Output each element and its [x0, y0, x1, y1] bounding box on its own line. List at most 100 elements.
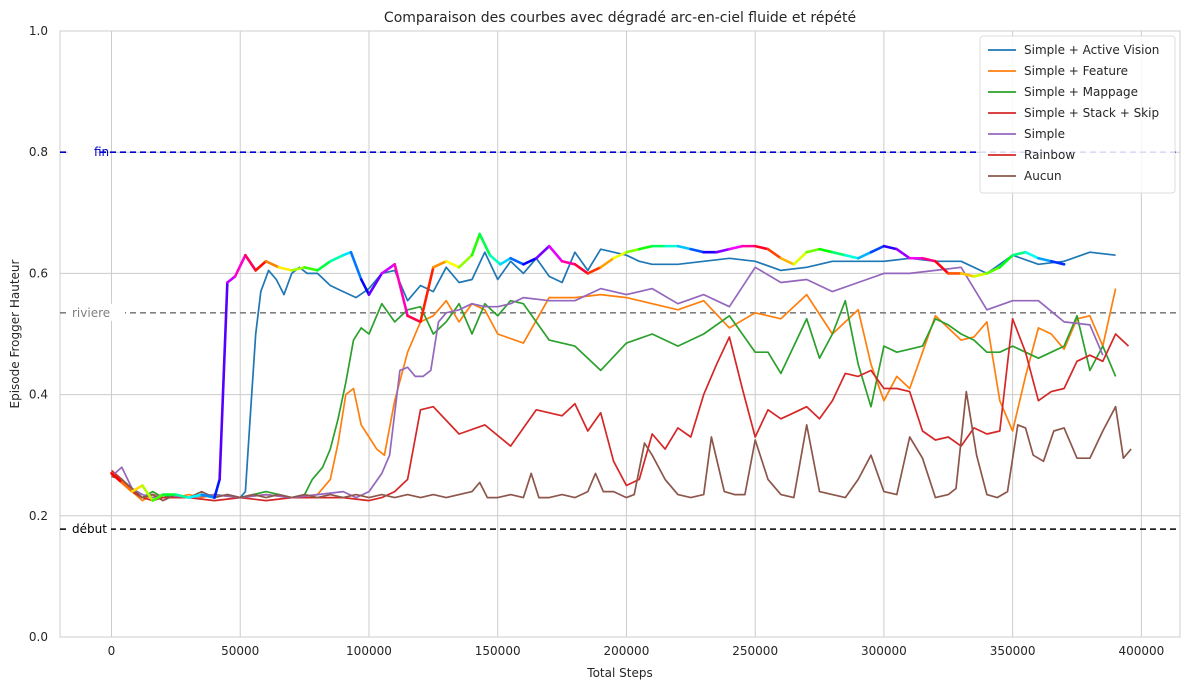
rainbow-segment — [586, 266, 602, 275]
rainbow-segment — [1037, 256, 1053, 263]
legend-entry: Rainbow — [1024, 148, 1075, 162]
reference-label: début — [72, 522, 107, 536]
rainbow-segment — [359, 278, 371, 296]
rainbow-segment — [921, 256, 937, 263]
legend-entry: Aucun — [1024, 169, 1062, 183]
rainbow-segment — [638, 244, 654, 251]
rainbow-segment — [444, 259, 461, 269]
rainbow-segment — [612, 250, 628, 260]
legend-entry: Simple — [1024, 127, 1065, 141]
rainbow-segment — [792, 250, 808, 266]
series-6 — [111, 390, 1132, 502]
rainbow-segment — [349, 250, 363, 281]
rainbow-segment — [432, 259, 448, 269]
rainbow-segment — [972, 272, 989, 278]
rainbow-segment — [380, 263, 397, 275]
axes-frame — [59, 30, 1181, 638]
rainbow-segment — [406, 314, 422, 324]
rainbow-segment — [715, 247, 731, 254]
y-tick-label: 0.8 — [29, 145, 48, 159]
legend-entry: Simple + Mappage — [1024, 85, 1138, 99]
rainbow-segment — [174, 493, 191, 499]
rainbow-segment — [522, 256, 538, 266]
rainbow-segment — [779, 256, 796, 266]
reference-label-bg — [68, 303, 125, 321]
y-axis-label: Episode Frogger Hauteur — [8, 259, 22, 408]
rainbow-segment — [329, 253, 345, 263]
y-tick-label: 0.4 — [29, 388, 48, 402]
rainbow-segment — [985, 266, 1002, 275]
x-tick-label: 0 — [108, 644, 116, 658]
rainbow-segment — [141, 484, 154, 502]
rainbow-segment — [254, 259, 268, 272]
rainbow-segment — [264, 259, 281, 269]
x-tick-label: 200000 — [604, 644, 650, 658]
series-3 — [110, 317, 1130, 502]
rainbow-segment — [419, 266, 435, 324]
rainbow-segment — [120, 481, 134, 493]
rainbow-segment — [805, 247, 821, 254]
rainbow-segment — [457, 253, 474, 269]
rainbow-segment — [341, 250, 353, 257]
rainbow-segment — [959, 272, 976, 278]
rainbow-segment — [509, 256, 525, 266]
rainbow-segment — [753, 244, 770, 251]
rainbow-segment — [478, 232, 492, 257]
x-tick-label: 300000 — [861, 644, 907, 658]
rainbow-segment — [393, 263, 409, 318]
rainbow-segment — [367, 272, 384, 296]
rainbow-segment — [488, 253, 502, 266]
rainbow-segment — [130, 484, 144, 493]
reference-label-bg — [68, 143, 97, 161]
x-tick-label: 400000 — [1118, 644, 1164, 658]
legend-entry: Simple + Stack + Skip — [1024, 106, 1159, 120]
reference-label-bg — [68, 520, 111, 538]
rainbow-segment — [110, 472, 124, 484]
series-line — [110, 317, 1130, 502]
rainbow-segment — [998, 253, 1014, 269]
rainbow-segment — [290, 266, 306, 272]
rainbow-segment — [689, 247, 705, 254]
x-tick-label: 250000 — [732, 644, 778, 658]
rainbow-segment — [1024, 250, 1040, 260]
rainbow-segment — [187, 493, 203, 499]
rainbow-segment — [856, 250, 873, 260]
x-tick-label: 350000 — [990, 644, 1036, 658]
rainbow-segment — [625, 247, 641, 254]
rainbow-segment — [599, 256, 615, 269]
plot-frame — [59, 30, 1181, 638]
y-tick-label: 0.2 — [29, 509, 48, 523]
rainbow-segment — [316, 259, 332, 272]
rainbow-segment — [676, 244, 693, 251]
x-axis-label: Total Steps — [586, 666, 652, 680]
rainbow-segment — [498, 256, 512, 266]
rainbow-segment — [218, 281, 229, 481]
rainbow-segment — [535, 244, 551, 260]
rainbow-segment — [226, 275, 237, 284]
y-tick-label: 1.0 — [29, 24, 48, 38]
rainbow-segment — [843, 253, 860, 260]
rainbow-segment — [766, 247, 783, 260]
legend-entry: Simple + Feature — [1024, 64, 1128, 78]
rainbow-segment — [882, 244, 899, 251]
rainbow-segment — [151, 493, 165, 502]
rainbow-segment — [1049, 259, 1066, 266]
series-layer — [110, 232, 1132, 502]
rainbow-segment — [831, 250, 847, 257]
rainbow-segment — [303, 266, 319, 272]
chart-title: Comparaison des courbes avec dégradé arc… — [384, 10, 856, 26]
rainbow-segment — [818, 247, 834, 254]
rainbow-segment — [244, 253, 257, 272]
y-tick-labels: 0.0 0.2 0.4 0.6 0.8 1.0 — [29, 24, 48, 644]
rainbow-segment — [213, 478, 221, 499]
y-tick-label: 0.6 — [29, 266, 48, 280]
x-tick-labels: 0 50000 100000 150000 200000 250000 300000 3500… — [108, 644, 1165, 658]
y-tick-label: 0.0 — [29, 630, 48, 644]
reference-label: riviere — [72, 306, 110, 320]
rainbow-segment — [934, 259, 950, 275]
rainbow-segment — [1011, 250, 1027, 257]
rainbow-segment — [560, 259, 577, 266]
series-5 — [110, 232, 1066, 502]
legend-box — [979, 35, 1176, 194]
x-tick-label: 100000 — [346, 644, 392, 658]
